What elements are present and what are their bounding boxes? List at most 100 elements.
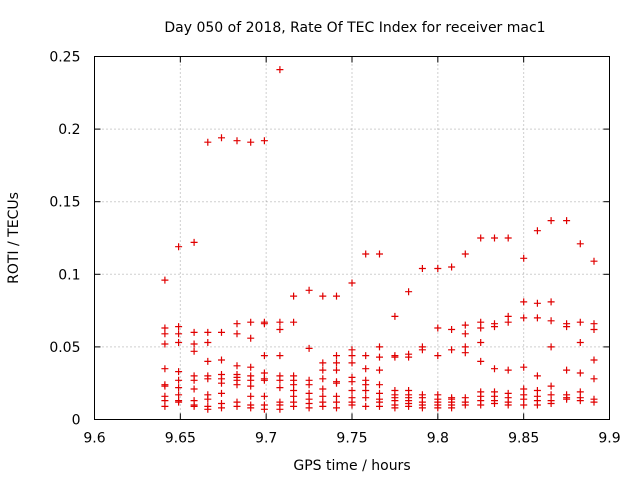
data-point: [520, 363, 528, 371]
data-point: [218, 389, 225, 397]
data-point: [190, 238, 198, 246]
data-point: [547, 382, 555, 390]
data-point: [260, 405, 268, 413]
data-point: [260, 137, 268, 145]
data-point: [520, 298, 528, 306]
y-tick-label: 0.15: [49, 195, 80, 211]
data-point: [547, 217, 555, 225]
data-point: [533, 372, 541, 380]
data-point: [405, 353, 413, 361]
data-point: [305, 344, 313, 352]
data-point: [190, 347, 198, 355]
data-point: [333, 366, 340, 374]
data-point: [362, 352, 370, 360]
data-point: [276, 326, 284, 333]
data-point: [319, 385, 327, 393]
data-point: [362, 394, 370, 402]
data-point: [391, 353, 399, 361]
data-point: [175, 384, 183, 392]
data-point: [563, 366, 571, 374]
data-point: [276, 66, 284, 74]
data-point: [276, 376, 284, 384]
data-point: [260, 352, 268, 360]
data-point: [362, 387, 370, 394]
x-axis-label: GPS time / hours: [293, 458, 410, 474]
x-tick-label: 9.9: [598, 431, 620, 447]
data-point: [590, 375, 598, 383]
data-point: [333, 292, 340, 300]
data-point: [547, 298, 555, 306]
data-point: [247, 334, 255, 342]
data-point: [218, 379, 225, 387]
data-point: [247, 138, 255, 146]
data-point: [348, 401, 356, 409]
data-point: [190, 376, 198, 384]
data-point: [405, 288, 413, 296]
data-point: [233, 362, 241, 370]
data-point: [218, 134, 225, 142]
data-point: [504, 401, 512, 409]
data-point: [461, 349, 469, 357]
data-point: [175, 398, 183, 406]
data-point: [204, 339, 212, 346]
data-point: [233, 381, 241, 389]
data-point: [376, 353, 383, 361]
data-point: [161, 365, 169, 373]
data-point: [218, 328, 225, 336]
grid: [94, 56, 610, 420]
x-tick-label: 9.85: [508, 431, 539, 447]
data-point: [533, 401, 541, 409]
data-point: [504, 366, 512, 374]
data-point: [348, 359, 356, 367]
data-point: [247, 404, 255, 412]
data-point: [290, 292, 298, 300]
data-point: [348, 378, 356, 386]
data-point: [276, 318, 284, 326]
data-point: [175, 243, 183, 251]
data-point: [161, 402, 169, 410]
data-point: [533, 227, 541, 235]
data-point: [161, 330, 169, 338]
data-point: [319, 366, 327, 374]
data-point: [319, 375, 327, 383]
data-point: [362, 365, 370, 373]
data-point: [533, 299, 541, 307]
data-point: [204, 405, 212, 413]
data-point: [461, 250, 469, 258]
data-point: [547, 317, 555, 325]
data-point: [376, 381, 383, 389]
data-point: [247, 318, 255, 326]
x-tick-label: 9.6: [83, 431, 105, 447]
data-point: [305, 286, 313, 294]
data-point: [348, 279, 356, 287]
data-point: [247, 382, 255, 390]
data-point: [175, 330, 183, 338]
data-point: [477, 339, 485, 346]
data-point: [491, 365, 498, 373]
data-point: [477, 324, 485, 332]
data-point: [418, 265, 426, 272]
y-tick-labels: 0 0.05 0.1 0.15 0.2 0.25: [49, 50, 80, 429]
data-point: [333, 359, 340, 367]
data-point: [190, 340, 198, 348]
data-point: [305, 404, 313, 412]
data-point: [547, 343, 555, 351]
data-point: [576, 339, 584, 346]
data-point: [175, 368, 183, 376]
x-tick-label: 9.75: [336, 431, 367, 447]
data-point: [276, 352, 284, 360]
y-tick-label: 0: [72, 413, 81, 429]
data-point: [333, 404, 340, 412]
data-point: [362, 250, 370, 258]
data-point: [276, 405, 284, 413]
y-tick-label: 0.05: [49, 340, 80, 356]
data-point: [563, 323, 571, 331]
data-point: [448, 326, 456, 333]
chart-title: Day 050 of 2018, Rate Of TEC Index for r…: [164, 20, 545, 36]
data-point: [190, 402, 198, 410]
data-point: [376, 343, 383, 351]
data-point: [204, 375, 212, 383]
data-point: [391, 312, 399, 320]
data-point: [175, 339, 183, 346]
